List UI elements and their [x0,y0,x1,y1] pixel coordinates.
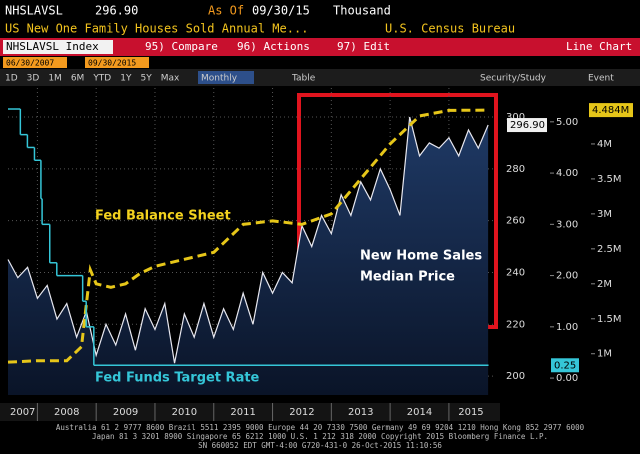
ticker: NHSLAVSL [5,4,63,18]
x-tick-label: 2013 [348,407,373,418]
last-value-tag [507,118,547,133]
price-area [8,117,489,395]
date-box[interactable] [3,57,67,68]
x-tick-label: 2008 [54,407,79,418]
range-button[interactable]: 1D [5,74,18,84]
y2-tick-label: 3.00 [556,219,578,230]
x-tick-label: 2012 [289,407,314,418]
y2-tick-label: 2.00 [556,271,578,282]
action-button[interactable]: 95) Compare [145,40,218,53]
last-value-tag [551,358,579,373]
date-box[interactable] [85,57,149,68]
action-button[interactable]: 97) Edit [337,40,390,53]
function-bar [0,38,640,56]
y2-tick-label: 5.00 [556,117,578,128]
last-value-label: 296.90 [510,120,545,131]
y3-tick-label: 2M [597,279,612,290]
as-of-date: 09/30/15 [252,4,310,18]
footer-line: SN 660052 EDT GMT-4:00 G720-431-0 26-Oct… [198,441,442,450]
y-tick-label: 260 [506,216,525,227]
start-date[interactable]: 06/30/2007 [6,59,54,68]
x-tick-label: 2007 [10,407,35,418]
table-button[interactable]: Table [291,74,316,84]
footer-line: Australia 61 2 9777 8600 Brazil 5511 239… [56,423,585,432]
y-tick-label: 280 [506,164,525,175]
last-value-label: 0.25 [554,360,576,371]
price-line [7,116,489,364]
event-button[interactable]: Event [588,74,614,84]
description: US New One Family Houses Sold Annual Me.… [5,22,308,36]
y3-tick-label: 1.5M [597,314,622,325]
view-label: Line Chart [566,40,632,53]
y-tick-label: 200 [506,371,525,382]
annotation: Fed Funds Target Rate [95,371,260,386]
x-axis-bar [0,403,500,421]
annotation: Fed Balance Sheet [95,209,231,224]
security[interactable]: NHSLAVSL Index [6,40,99,53]
annotation: New Home Sales [360,249,482,264]
balance-line [7,108,489,364]
security-box[interactable] [3,40,113,54]
y-tick-label: 240 [506,267,525,278]
y3-tick-label: 3M [597,209,612,220]
y3-tick-label: 3.5M [597,174,622,185]
x-tick-label: 2015 [458,407,483,418]
x-tick-label: 2014 [407,407,432,418]
y3-tick-label: 2.5M [597,244,622,255]
as-of-label: As Of [208,4,244,18]
y2-tick-label: 4.00 [556,168,578,179]
footer-line: Japan 81 3 3201 8900 Singapore 65 6212 1… [92,432,548,441]
x-tick-label: 2011 [230,407,255,418]
action-button[interactable]: 96) Actions [237,40,310,53]
y3-tick-label: 4M [597,139,612,150]
unit: Thousand [333,4,391,18]
last-value-label: 4.484M [592,105,629,116]
period-box[interactable] [198,71,254,84]
range-button[interactable]: 1M [48,74,62,84]
x-tick-label: 2009 [113,407,138,418]
end-date[interactable]: 09/30/2015 [88,59,136,68]
period[interactable]: Monthly [201,74,238,84]
last-value-tag [589,103,633,118]
toolbar [0,69,640,86]
range-button[interactable]: Max [161,74,180,84]
study-button[interactable]: Security/Study [480,74,547,84]
range-button[interactable]: 1Y [120,74,132,84]
x-tick-label: 2010 [172,407,197,418]
range-button[interactable]: YTD [92,74,111,84]
y3-tick-label: 1M [597,349,612,360]
y-tick-label: 220 [506,319,525,330]
price: 296.90 [95,4,138,18]
range-button[interactable]: 3D [27,74,40,84]
y2-tick-label: 1.00 [556,322,578,333]
y-tick-label: 300 [506,112,525,123]
range-button[interactable]: 6M [71,74,85,84]
source: U.S. Census Bureau [385,22,515,36]
range-button[interactable]: 5Y [140,74,152,84]
annotation: Median Price [360,270,455,285]
y2-tick-label: 0.00 [556,373,578,384]
